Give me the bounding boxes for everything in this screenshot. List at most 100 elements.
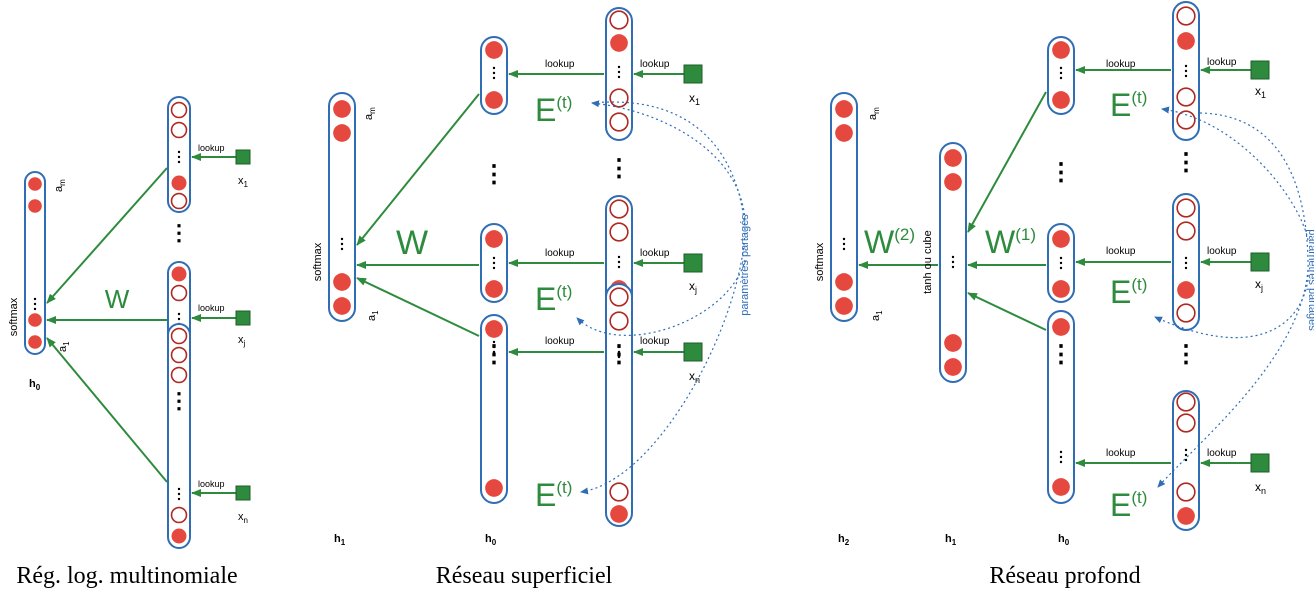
column-ellipsis-dot xyxy=(951,255,955,259)
neuron-unit-inactive xyxy=(1176,303,1196,323)
neuron-unit-inactive xyxy=(1176,221,1196,241)
a-m-label: am xyxy=(867,107,881,120)
xj-label: xj xyxy=(1255,277,1263,293)
vertical-ellipsis: ⋮ xyxy=(1174,341,1198,368)
xn-label: xn xyxy=(238,511,248,525)
neuron-unit-active xyxy=(333,124,351,142)
neuron-unit-active xyxy=(28,313,42,327)
neuron-column xyxy=(480,314,508,504)
neuron-unit-active xyxy=(835,100,853,118)
xn-label: xn xyxy=(689,369,700,385)
neuron-unit-active xyxy=(835,297,853,315)
column-ellipsis-dot xyxy=(340,242,344,246)
neuron-unit-active xyxy=(485,479,503,497)
neuron-unit-inactive xyxy=(1176,87,1196,107)
column-ellipsis-dot xyxy=(492,76,496,80)
neuron-unit-active xyxy=(1052,230,1070,248)
neuron-unit-active xyxy=(28,177,42,191)
column-ellipsis-dot xyxy=(177,497,181,501)
column-ellipsis-dot xyxy=(1184,453,1188,457)
xn-label: xn xyxy=(1255,480,1266,496)
connection-arrow xyxy=(356,93,480,246)
lookup-label: lookup xyxy=(640,59,670,70)
column-ellipsis-dot xyxy=(492,256,496,260)
column-ellipsis-dot xyxy=(951,260,955,264)
input-token-square xyxy=(683,64,703,84)
column-ellipsis-dot xyxy=(617,345,621,349)
neuron-unit-active xyxy=(944,173,962,191)
shared-params-link xyxy=(1161,106,1309,241)
neuron-unit-inactive xyxy=(170,192,188,210)
caption-multinomial: Rég. log. multinomiale xyxy=(16,563,238,589)
column-ellipsis-dot xyxy=(177,160,181,164)
lookup-label: lookup xyxy=(545,336,575,347)
connection-arrow xyxy=(967,91,1047,233)
neuron-unit-active xyxy=(485,91,503,109)
lookup-label: lookup xyxy=(1106,448,1136,459)
column-ellipsis-dot xyxy=(1059,460,1063,464)
lookup-label: lookup xyxy=(545,59,575,70)
neuron-unit-active xyxy=(1052,91,1070,109)
column-ellipsis-dot xyxy=(1059,76,1063,80)
input-token-square xyxy=(235,149,251,165)
column-ellipsis-dot xyxy=(617,70,621,74)
neuron-unit-active xyxy=(610,34,628,52)
arrows-layer xyxy=(46,66,1251,497)
column-ellipsis-dot xyxy=(492,266,496,270)
neuron-unit-inactive xyxy=(609,112,629,132)
a-m-label: am xyxy=(363,107,377,120)
neuron-unit-inactive xyxy=(1176,6,1196,26)
column-ellipsis-dot xyxy=(177,150,181,154)
neuron-unit-active xyxy=(835,273,853,291)
column-ellipsis-dot xyxy=(177,492,181,496)
column-ellipsis-dot xyxy=(617,65,621,69)
embedding-e-label: E(t) xyxy=(535,92,572,128)
neuron-unit-active xyxy=(171,528,187,544)
neuron-unit-inactive xyxy=(1176,392,1196,412)
neuron-unit-active xyxy=(28,335,42,349)
inputs-layer xyxy=(235,60,1270,501)
column-ellipsis-dot xyxy=(1184,261,1188,265)
column-ellipsis-dot xyxy=(1059,450,1063,454)
h1-label: h1 xyxy=(945,533,957,547)
x1-label: x1 xyxy=(1255,84,1266,100)
neuron-column xyxy=(1047,310,1075,504)
neuron-unit-active xyxy=(944,334,962,352)
neuron-unit-inactive xyxy=(1176,482,1196,502)
embedding-e-label: E(t) xyxy=(1110,487,1147,523)
input-token-square xyxy=(1250,60,1270,80)
column-ellipsis-dot xyxy=(492,345,496,349)
input-token-square xyxy=(235,310,251,326)
neuron-unit-inactive xyxy=(170,284,188,302)
neuron-unit-active xyxy=(28,199,42,213)
h0-label: h0 xyxy=(485,533,497,547)
panel-multinomial: softmax am a1 W h0 lookup lookup lookup … xyxy=(8,143,249,525)
weight-w2-label: W(2) xyxy=(864,224,915,260)
column-ellipsis-dot xyxy=(1184,64,1188,68)
neuron-unit-active xyxy=(944,358,962,376)
neuron-unit-active xyxy=(485,41,503,59)
lookup-label: lookup xyxy=(545,248,575,259)
neuron-unit-inactive xyxy=(609,10,629,30)
caption-deep: Réseau profond xyxy=(989,563,1141,589)
lookup-label: lookup xyxy=(1106,246,1136,257)
embedding-e-label: E(t) xyxy=(535,477,572,513)
column-ellipsis-dot xyxy=(842,242,846,246)
vertical-ellipsis: ⋮ xyxy=(1049,341,1073,368)
embedding-e-label: E(t) xyxy=(535,281,572,317)
neuron-unit-active xyxy=(944,149,962,167)
column-ellipsis-dot xyxy=(177,487,181,491)
lookup-label: lookup xyxy=(1207,448,1237,459)
a-1-label: a1 xyxy=(870,310,884,321)
vertical-ellipsis: ⋮ xyxy=(482,341,506,368)
vertical-ellipsis: ⋮ xyxy=(607,341,631,368)
column-ellipsis-dot xyxy=(617,255,621,259)
neuron-unit-inactive xyxy=(609,88,629,108)
connection-arrow xyxy=(356,277,480,337)
neuron-column xyxy=(328,92,356,322)
softmax-label: softmax xyxy=(312,242,324,281)
neuron-unit-inactive xyxy=(1176,110,1196,130)
column-ellipsis-dot xyxy=(33,302,37,306)
column-ellipsis-dot xyxy=(1184,266,1188,270)
